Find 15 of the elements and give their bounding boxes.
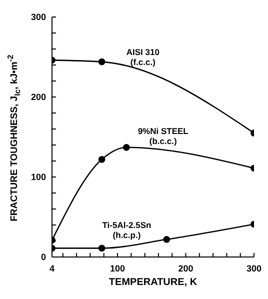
y-tick-label: 100 [30,172,46,182]
series-label: Ti-5Al-2.5Sn [101,220,152,230]
series-label: 9%Ni STEEL [136,126,190,136]
y-tick-label: 300 [30,12,46,22]
series-label: AISI 310 [125,47,160,57]
x-tick-label: 300 [246,263,262,274]
x-tick-label: 100 [110,263,126,274]
x-axis-title: TEMPERATURE, K [108,277,198,288]
annotation: (f.c.c.) [129,57,156,67]
y-tick-label: 200 [30,92,46,102]
annotation: (h.c.p.) [112,230,142,240]
x-tick-label: 200 [178,263,194,274]
annotation: (b.c.c.) [148,136,178,146]
y-tick-label: 0 [40,252,46,262]
x-tick-label: 4 [49,263,55,274]
